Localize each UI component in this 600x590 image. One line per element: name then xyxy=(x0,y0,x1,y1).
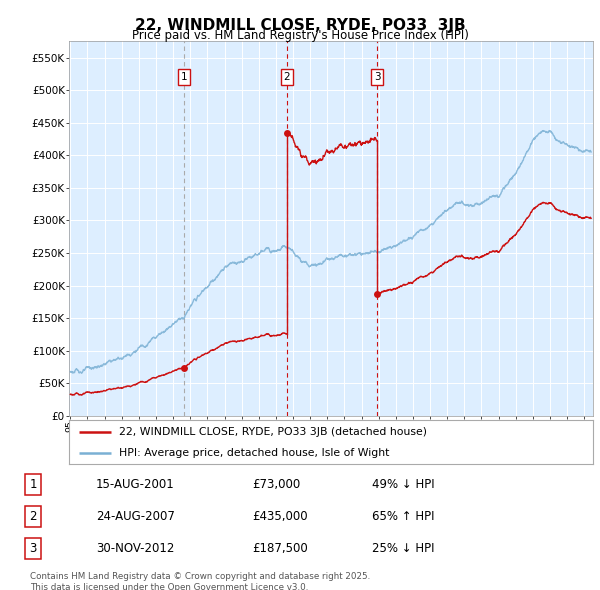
Text: 49% ↓ HPI: 49% ↓ HPI xyxy=(372,478,434,491)
Text: 25% ↓ HPI: 25% ↓ HPI xyxy=(372,542,434,555)
Text: 3: 3 xyxy=(29,542,37,555)
Text: £73,000: £73,000 xyxy=(252,478,300,491)
Text: 2: 2 xyxy=(284,72,290,82)
Text: HPI: Average price, detached house, Isle of Wight: HPI: Average price, detached house, Isle… xyxy=(119,448,389,458)
Text: 3: 3 xyxy=(374,72,380,82)
Text: 22, WINDMILL CLOSE, RYDE, PO33  3JB: 22, WINDMILL CLOSE, RYDE, PO33 3JB xyxy=(134,18,466,32)
Text: 1: 1 xyxy=(181,72,187,82)
Text: 1: 1 xyxy=(29,478,37,491)
Text: £187,500: £187,500 xyxy=(252,542,308,555)
Text: 65% ↑ HPI: 65% ↑ HPI xyxy=(372,510,434,523)
Text: Price paid vs. HM Land Registry's House Price Index (HPI): Price paid vs. HM Land Registry's House … xyxy=(131,30,469,42)
Text: 30-NOV-2012: 30-NOV-2012 xyxy=(96,542,175,555)
Text: 15-AUG-2001: 15-AUG-2001 xyxy=(96,478,175,491)
Text: Contains HM Land Registry data © Crown copyright and database right 2025.
This d: Contains HM Land Registry data © Crown c… xyxy=(30,572,370,590)
Text: 22, WINDMILL CLOSE, RYDE, PO33 3JB (detached house): 22, WINDMILL CLOSE, RYDE, PO33 3JB (deta… xyxy=(119,427,427,437)
Text: 24-AUG-2007: 24-AUG-2007 xyxy=(96,510,175,523)
Text: 2: 2 xyxy=(29,510,37,523)
Text: £435,000: £435,000 xyxy=(252,510,308,523)
